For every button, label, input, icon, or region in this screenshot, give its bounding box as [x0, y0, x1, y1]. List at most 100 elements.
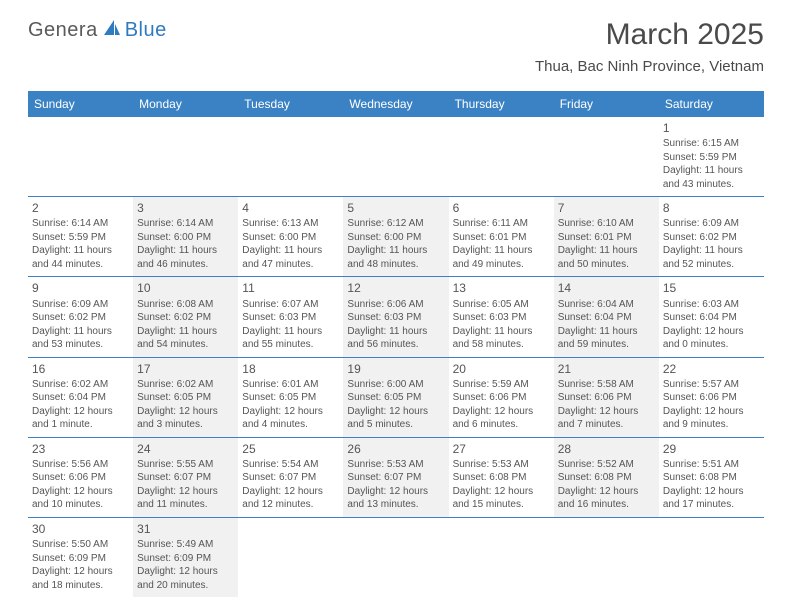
sunrise-line: Sunrise: 6:04 AM: [558, 298, 655, 312]
sunrise-line: Sunrise: 6:00 AM: [347, 378, 444, 392]
empty-cell: [238, 518, 343, 597]
day-number: 8: [663, 200, 760, 216]
day-cell: 7Sunrise: 6:10 AMSunset: 6:01 PMDaylight…: [554, 197, 659, 276]
daylight-line: Daylight: 11 hours and 48 minutes.: [347, 244, 444, 271]
day-number: 6: [453, 200, 550, 216]
empty-cell: [554, 518, 659, 597]
sunset-line: Sunset: 6:04 PM: [32, 391, 129, 405]
location: Thua, Bac Ninh Province, Vietnam: [535, 58, 764, 75]
day-cell: 9Sunrise: 6:09 AMSunset: 6:02 PMDaylight…: [28, 277, 133, 356]
sunset-line: Sunset: 5:59 PM: [663, 151, 760, 165]
sunrise-line: Sunrise: 6:14 AM: [32, 217, 129, 231]
day-number: 16: [32, 361, 129, 377]
daylight-line: Daylight: 11 hours and 47 minutes.: [242, 244, 339, 271]
sunrise-line: Sunrise: 5:51 AM: [663, 458, 760, 472]
day-cell: 27Sunrise: 5:53 AMSunset: 6:08 PMDayligh…: [449, 438, 554, 517]
week-row: 23Sunrise: 5:56 AMSunset: 6:06 PMDayligh…: [28, 438, 764, 518]
sunrise-line: Sunrise: 6:13 AM: [242, 217, 339, 231]
day-cell: 12Sunrise: 6:06 AMSunset: 6:03 PMDayligh…: [343, 277, 448, 356]
day-cell: 2Sunrise: 6:14 AMSunset: 5:59 PMDaylight…: [28, 197, 133, 276]
empty-cell: [28, 117, 133, 196]
day-cell: 15Sunrise: 6:03 AMSunset: 6:04 PMDayligh…: [659, 277, 764, 356]
day-cell: 31Sunrise: 5:49 AMSunset: 6:09 PMDayligh…: [133, 518, 238, 597]
daylight-line: Daylight: 12 hours and 7 minutes.: [558, 405, 655, 432]
daylight-line: Daylight: 12 hours and 0 minutes.: [663, 325, 760, 352]
day-cell: 1Sunrise: 6:15 AMSunset: 5:59 PMDaylight…: [659, 117, 764, 196]
sunset-line: Sunset: 6:04 PM: [558, 311, 655, 325]
day-cell: 16Sunrise: 6:02 AMSunset: 6:04 PMDayligh…: [28, 358, 133, 437]
day-cell: 13Sunrise: 6:05 AMSunset: 6:03 PMDayligh…: [449, 277, 554, 356]
daylight-line: Daylight: 11 hours and 58 minutes.: [453, 325, 550, 352]
day-number: 5: [347, 200, 444, 216]
empty-cell: [343, 518, 448, 597]
empty-cell: [238, 117, 343, 196]
sunrise-line: Sunrise: 5:55 AM: [137, 458, 234, 472]
daylight-line: Daylight: 11 hours and 49 minutes.: [453, 244, 550, 271]
sunrise-line: Sunrise: 6:03 AM: [663, 298, 760, 312]
daylight-line: Daylight: 11 hours and 55 minutes.: [242, 325, 339, 352]
sunset-line: Sunset: 6:05 PM: [242, 391, 339, 405]
day-number: 4: [242, 200, 339, 216]
sunrise-line: Sunrise: 5:50 AM: [32, 538, 129, 552]
week-row: 1Sunrise: 6:15 AMSunset: 5:59 PMDaylight…: [28, 117, 764, 197]
sunrise-line: Sunrise: 6:05 AM: [453, 298, 550, 312]
day-number: 20: [453, 361, 550, 377]
day-cell: 5Sunrise: 6:12 AMSunset: 6:00 PMDaylight…: [343, 197, 448, 276]
brand-text-1: Genera: [28, 19, 98, 42]
day-number: 30: [32, 521, 129, 537]
sunrise-line: Sunrise: 6:02 AM: [32, 378, 129, 392]
sunrise-line: Sunrise: 5:58 AM: [558, 378, 655, 392]
sunrise-line: Sunrise: 6:15 AM: [663, 137, 760, 151]
sunset-line: Sunset: 6:03 PM: [453, 311, 550, 325]
sunset-line: Sunset: 6:07 PM: [137, 471, 234, 485]
header: Genera Blue March 2025 Thua, Bac Ninh Pr…: [0, 0, 792, 83]
sunrise-line: Sunrise: 5:53 AM: [453, 458, 550, 472]
weekday-header: Sunday: [28, 91, 133, 117]
day-cell: 22Sunrise: 5:57 AMSunset: 6:06 PMDayligh…: [659, 358, 764, 437]
empty-cell: [449, 117, 554, 196]
sunrise-line: Sunrise: 6:09 AM: [663, 217, 760, 231]
empty-cell: [449, 518, 554, 597]
day-number: 24: [137, 441, 234, 457]
sunrise-line: Sunrise: 6:08 AM: [137, 298, 234, 312]
day-cell: 25Sunrise: 5:54 AMSunset: 6:07 PMDayligh…: [238, 438, 343, 517]
brand-logo: Genera Blue: [28, 18, 167, 43]
day-cell: 17Sunrise: 6:02 AMSunset: 6:05 PMDayligh…: [133, 358, 238, 437]
brand-text-2: Blue: [125, 19, 167, 42]
sunrise-line: Sunrise: 6:01 AM: [242, 378, 339, 392]
sunset-line: Sunset: 6:04 PM: [663, 311, 760, 325]
sunset-line: Sunset: 6:05 PM: [347, 391, 444, 405]
day-cell: 6Sunrise: 6:11 AMSunset: 6:01 PMDaylight…: [449, 197, 554, 276]
weeks-container: 1Sunrise: 6:15 AMSunset: 5:59 PMDaylight…: [28, 117, 764, 597]
sunrise-line: Sunrise: 6:10 AM: [558, 217, 655, 231]
sunset-line: Sunset: 6:06 PM: [453, 391, 550, 405]
sunset-line: Sunset: 6:05 PM: [137, 391, 234, 405]
sunrise-line: Sunrise: 6:02 AM: [137, 378, 234, 392]
daylight-line: Daylight: 12 hours and 9 minutes.: [663, 405, 760, 432]
day-number: 27: [453, 441, 550, 457]
weekday-header: Monday: [133, 91, 238, 117]
weekday-header: Thursday: [449, 91, 554, 117]
sunset-line: Sunset: 6:07 PM: [242, 471, 339, 485]
week-row: 9Sunrise: 6:09 AMSunset: 6:02 PMDaylight…: [28, 277, 764, 357]
day-cell: 21Sunrise: 5:58 AMSunset: 6:06 PMDayligh…: [554, 358, 659, 437]
sunset-line: Sunset: 6:08 PM: [453, 471, 550, 485]
weekday-header: Tuesday: [238, 91, 343, 117]
month-title: March 2025: [535, 18, 764, 52]
daylight-line: Daylight: 12 hours and 18 minutes.: [32, 565, 129, 592]
day-cell: 30Sunrise: 5:50 AMSunset: 6:09 PMDayligh…: [28, 518, 133, 597]
daylight-line: Daylight: 11 hours and 56 minutes.: [347, 325, 444, 352]
sunset-line: Sunset: 6:06 PM: [663, 391, 760, 405]
sunset-line: Sunset: 6:03 PM: [242, 311, 339, 325]
daylight-line: Daylight: 11 hours and 50 minutes.: [558, 244, 655, 271]
weekday-header: Saturday: [659, 91, 764, 117]
daylight-line: Daylight: 11 hours and 54 minutes.: [137, 325, 234, 352]
daylight-line: Daylight: 11 hours and 53 minutes.: [32, 325, 129, 352]
day-number: 19: [347, 361, 444, 377]
daylight-line: Daylight: 11 hours and 52 minutes.: [663, 244, 760, 271]
daylight-line: Daylight: 12 hours and 15 minutes.: [453, 485, 550, 512]
week-row: 2Sunrise: 6:14 AMSunset: 5:59 PMDaylight…: [28, 197, 764, 277]
sunrise-line: Sunrise: 6:07 AM: [242, 298, 339, 312]
day-cell: 19Sunrise: 6:00 AMSunset: 6:05 PMDayligh…: [343, 358, 448, 437]
day-number: 9: [32, 280, 129, 296]
